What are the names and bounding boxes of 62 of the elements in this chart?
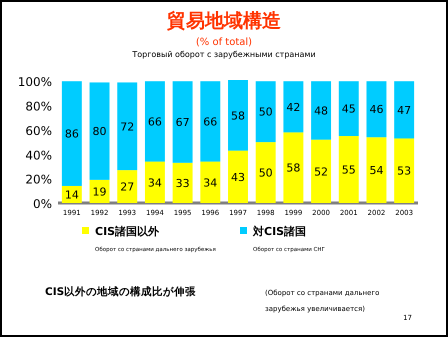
y-tick-label: 80% <box>25 100 52 114</box>
data-label: 42 <box>286 100 300 114</box>
data-label: 66 <box>203 115 218 128</box>
bar <box>144 162 165 203</box>
bar <box>394 138 414 203</box>
data-label: 86 <box>64 128 79 141</box>
y-tick-label: 100% <box>18 75 52 90</box>
data-label: 47 <box>397 104 412 117</box>
bar <box>283 81 304 132</box>
data-label: 66 <box>148 115 162 128</box>
data-label: 50 <box>258 166 273 180</box>
y-tick-label: 40% <box>25 148 52 162</box>
bar <box>228 150 248 203</box>
legend-label: CIS諸国以外 <box>95 225 160 238</box>
bar <box>228 80 248 151</box>
data-label: 48 <box>314 104 328 118</box>
chart-title: 貿易地域構造 <box>166 10 282 32</box>
y-tick-label: 20% <box>25 172 52 187</box>
data-label: 67 <box>176 116 190 130</box>
data-label: 50 <box>258 106 273 119</box>
data-label: 19 <box>92 185 107 198</box>
bar <box>366 81 386 138</box>
text: Торговый оборот с зарубежными странами <box>131 50 316 59</box>
bar <box>283 132 304 203</box>
bar <box>200 81 220 162</box>
data-label: 34 <box>203 176 218 190</box>
bar <box>144 81 165 162</box>
bar <box>338 81 359 136</box>
data-label: 58 <box>231 109 245 122</box>
bar <box>117 170 138 203</box>
bar <box>90 82 110 180</box>
data-label: 80 <box>92 125 107 138</box>
bar <box>117 82 138 170</box>
bar <box>256 81 276 142</box>
bar <box>62 81 82 186</box>
bar <box>172 162 193 203</box>
data-label: 58 <box>286 162 300 175</box>
legend-label: 対CIS諸国 <box>252 225 306 238</box>
data-label: 54 <box>369 164 384 178</box>
bar <box>200 162 220 203</box>
data-label: 53 <box>397 164 412 178</box>
text: CIS以外の地域の構成比が伸張 <box>45 285 198 298</box>
bar <box>256 142 276 203</box>
y-tick-label: 60% <box>25 124 52 138</box>
bar <box>338 136 359 203</box>
data-label: 45 <box>342 102 356 116</box>
data-label: 46 <box>369 103 384 116</box>
data-label: 14 <box>64 188 79 202</box>
chart-subtitle: (% of total) <box>196 37 252 48</box>
data-label: 33 <box>176 176 190 190</box>
bar <box>172 81 193 163</box>
bar <box>366 137 386 203</box>
data-label: 43 <box>231 170 245 184</box>
data-label: 52 <box>314 165 328 178</box>
bar <box>394 81 414 138</box>
data-label: 34 <box>148 176 162 190</box>
data-label: 72 <box>120 120 134 134</box>
bar <box>311 140 332 203</box>
data-label: 27 <box>120 180 134 194</box>
bar <box>311 81 332 140</box>
y-tick-label: 0% <box>32 197 52 211</box>
data-label: 55 <box>342 164 356 177</box>
